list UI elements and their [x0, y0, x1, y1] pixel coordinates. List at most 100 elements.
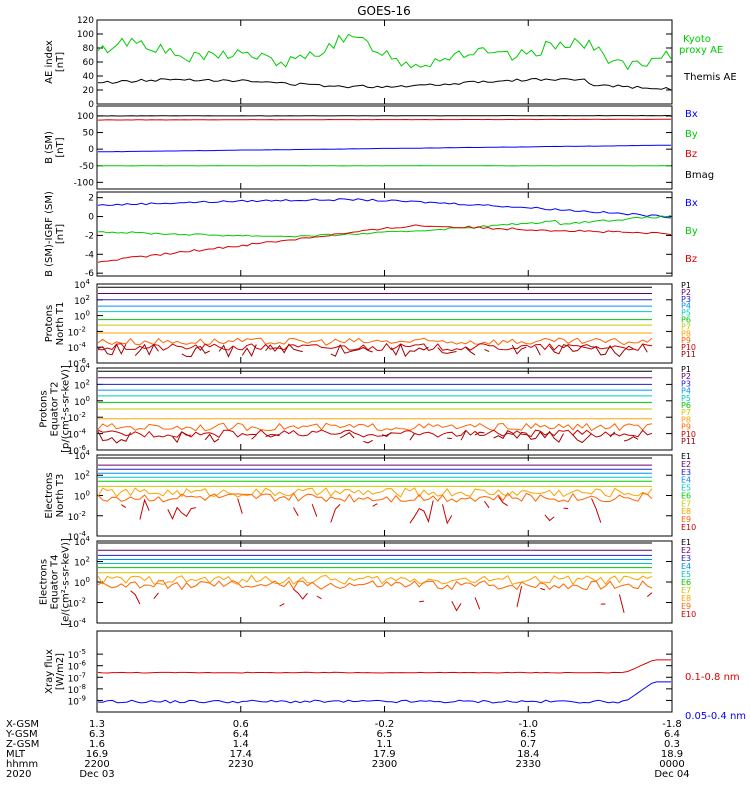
y-axis-label-ee: Electrons [39, 559, 50, 605]
legend-by: By [685, 129, 698, 140]
legend-themis-ae: Themis AE [683, 72, 737, 83]
series-themis-ae [98, 79, 671, 90]
legend-proxy-ae: proxy AE [679, 45, 723, 56]
series-p9 [98, 338, 652, 345]
x-axis-value: Dec 04 [654, 769, 689, 780]
series-xray-0 [98, 660, 671, 673]
y-axis-label-ee: [e/(cm²-s-sr-keV)] [61, 538, 72, 626]
y-tick-label-ae: 20 [83, 86, 95, 96]
y-tick-label-bsm: -100 [74, 178, 95, 188]
y-tick-label-en: 102 [74, 469, 90, 482]
series-bz [98, 119, 671, 120]
y-tick-label-ee: 102 [74, 556, 90, 569]
y-tick-label-pe: 100 [74, 395, 90, 408]
legend-p11: P11 [681, 350, 696, 359]
y-axis-label-en: North T3 [55, 474, 66, 518]
panel-frame-bsm [97, 106, 672, 189]
x-axis-row-label: 2020 [6, 769, 31, 780]
legend-xray-1: 0.05-0.4 nm [685, 711, 746, 722]
series-e9 [98, 493, 652, 502]
y-axis-label-ae: [nT] [55, 52, 66, 72]
series-e9 [98, 581, 652, 590]
y-tick-label-ae: 40 [83, 72, 95, 82]
x-axis-value: 2330 [516, 759, 541, 770]
y-tick-label-ae: 100 [77, 30, 94, 40]
panel-xray: Xray flux[W/m2]10-910-810-710-610-50.1-0… [44, 631, 746, 722]
legend-by: By [685, 226, 698, 237]
series-bx [98, 199, 671, 218]
y-tick-label-bsm: 0 [88, 145, 94, 155]
y-tick-label-bigrf: -2 [85, 231, 94, 241]
y-tick-label-pn: 10-4 [68, 341, 87, 354]
series-kyoto-proxy-ae [98, 34, 671, 69]
y-axis-label-pe: Protons [39, 390, 50, 427]
series-by [98, 216, 671, 238]
y-tick-label-bigrf: 2 [88, 194, 94, 204]
legend-p11: P11 [681, 437, 696, 446]
x-axis-value: 2300 [372, 759, 397, 770]
y-axis-label-ee: Equator T4 [50, 555, 61, 610]
series-p11 [98, 431, 647, 443]
panel-frame-pn [97, 284, 672, 363]
series-p9 [98, 423, 652, 430]
y-tick-label-pn: 10-2 [68, 325, 86, 338]
y-tick-label-pn: 104 [74, 278, 90, 291]
y-tick-label-en: 100 [74, 490, 90, 503]
legend-bmag: Bmag [685, 170, 714, 181]
y-tick-label-bsm: 50 [83, 129, 95, 139]
y-tick-label-pe: 102 [74, 378, 90, 391]
y-tick-label-ae: 60 [83, 58, 95, 68]
panel-frame-ee [97, 541, 672, 623]
x-axis-value: Dec 03 [79, 769, 114, 780]
series-e10 [131, 586, 652, 613]
y-tick-label-xray: 10-9 [68, 694, 86, 707]
series-e8 [98, 488, 652, 497]
series-bz [98, 225, 671, 262]
panel-frame-xray [97, 631, 672, 712]
y-tick-label-ae: 120 [77, 16, 94, 26]
y-axis-label-bigrf: B (SM)-IGRF (SM) [44, 191, 55, 277]
y-axis-label-xray: Xray flux [44, 649, 55, 694]
panel-frame-bigrf [97, 192, 672, 276]
y-tick-label-pn: 102 [74, 294, 90, 307]
legend-xray-0: 0.1-0.8 nm [685, 672, 740, 683]
y-tick-label-bsm: 100 [77, 112, 94, 122]
y-tick-label-bigrf: 0 [88, 213, 94, 223]
legend-bx: Bx [685, 198, 698, 209]
x-axis-table: X-GSMY-GSMZ-GSMMLThhmm20201.36.31.616.92… [5, 719, 690, 780]
y-axis-label-bsm: B (SM) [44, 131, 55, 164]
y-tick-label-pn: 100 [74, 310, 90, 323]
legend-e10: E10 [681, 610, 696, 619]
series-bmag [98, 116, 671, 117]
plot-title: GOES-16 [357, 4, 411, 18]
y-tick-label-ee: 100 [74, 576, 90, 589]
y-axis-label-xray: [W/m2] [55, 653, 66, 690]
y-axis-label-pe: Equator T2 [50, 382, 61, 437]
y-tick-label-ae: 0 [88, 100, 94, 110]
legend-kyoto: Kyoto [683, 34, 711, 45]
y-axis-label-pn: North T1 [55, 302, 66, 346]
series-xray-1 [98, 682, 671, 703]
legend-bx: Bx [685, 109, 698, 120]
panel-frame-ae [97, 20, 672, 104]
y-tick-label-bigrf: -4 [85, 250, 94, 260]
y-axis-label-bsm: [nT] [55, 137, 66, 157]
series-bx [98, 145, 671, 152]
x-axis-value: 2230 [228, 759, 253, 770]
y-axis-label-ae: AE index [44, 40, 55, 84]
y-axis-label-pn: Protons [44, 305, 55, 342]
y-axis-label-bigrf: [nT] [55, 224, 66, 244]
y-tick-label-ae: 80 [83, 44, 95, 54]
legend-bz: Bz [685, 254, 697, 265]
y-axis-label-en: Electrons [44, 472, 55, 518]
y-tick-label-en: 10-2 [68, 510, 86, 523]
